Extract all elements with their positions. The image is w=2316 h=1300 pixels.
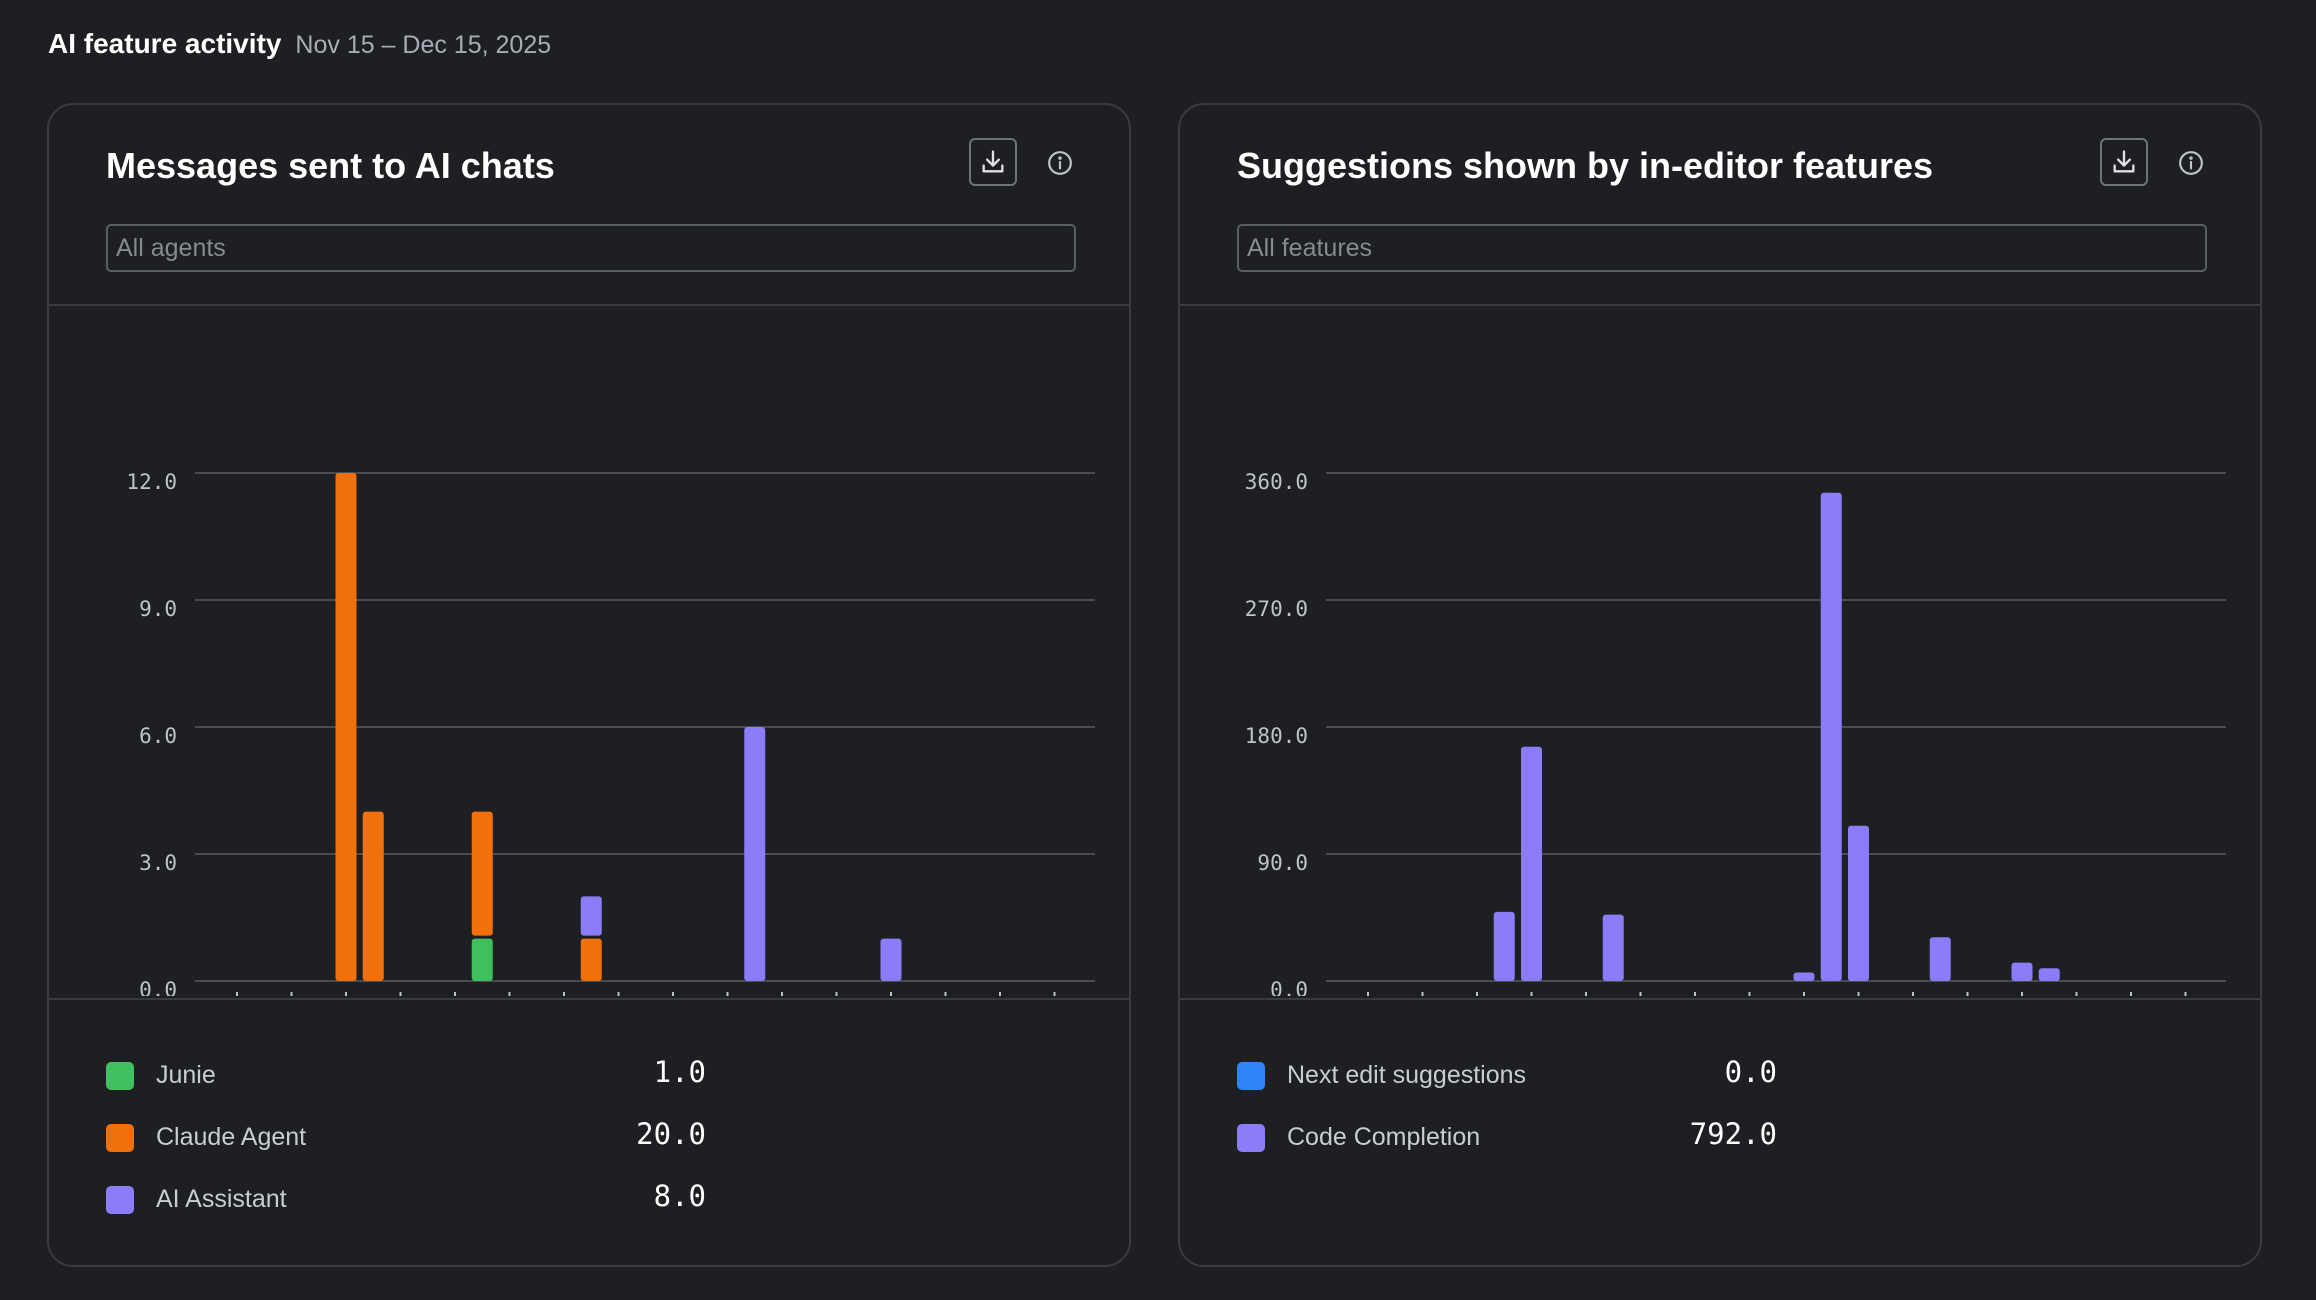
next-edit-swatch bbox=[1237, 1062, 1265, 1090]
bar-code-completion[interactable] bbox=[2038, 968, 2060, 981]
legend-value: 1.0 bbox=[653, 1055, 706, 1089]
junie-swatch bbox=[106, 1062, 134, 1090]
messages-panel: Messages sent to AI chats 0.0 3.0 6.0 9.0 12… bbox=[47, 103, 1131, 1267]
download-button[interactable] bbox=[969, 138, 1017, 186]
legend-item-next-edit-suggestions[interactable]: Next edit suggestions 0.0 bbox=[1237, 1055, 1777, 1117]
bar-ai-assistant[interactable] bbox=[580, 896, 602, 936]
y-tick-label: 0.0 bbox=[1270, 978, 1308, 996]
bar-ai-assistant[interactable] bbox=[744, 727, 766, 981]
y-tick-label: 90.0 bbox=[1257, 851, 1308, 875]
download-button[interactable] bbox=[2100, 138, 2148, 186]
bar-claude-agent[interactable] bbox=[362, 811, 384, 981]
features-filter-input[interactable] bbox=[1237, 224, 2207, 272]
legend-item-junie[interactable]: Junie 1.0 bbox=[106, 1055, 706, 1117]
y-tick-label: 360.0 bbox=[1245, 470, 1308, 494]
bar-claude-agent[interactable] bbox=[471, 811, 493, 936]
download-icon bbox=[982, 150, 1004, 173]
bar-code-completion[interactable] bbox=[1602, 914, 1624, 981]
page-title: AI feature activity bbox=[48, 28, 282, 59]
suggestions-bar-chart: 0.090.0180.0270.0360.0151719212325272913… bbox=[1245, 470, 2226, 996]
legend-value: 8.0 bbox=[653, 1179, 706, 1213]
page-header: AI feature activity Nov 15 – Dec 15, 202… bbox=[48, 28, 551, 60]
legend-item-claude-agent[interactable]: Claude Agent 20.0 bbox=[106, 1117, 706, 1179]
y-tick-label: 180.0 bbox=[1245, 724, 1308, 748]
bar-code-completion[interactable] bbox=[2011, 962, 2033, 981]
legend-label: Next edit suggestions bbox=[1287, 1061, 1527, 1089]
y-tick-label: 12.0 bbox=[126, 470, 177, 494]
legend-value: 792.0 bbox=[1689, 1117, 1777, 1151]
y-tick-label: 6.0 bbox=[139, 724, 177, 748]
info-icon bbox=[1048, 151, 1072, 175]
claude-agent-swatch bbox=[106, 1124, 134, 1152]
info-button[interactable] bbox=[2178, 150, 2204, 176]
divider bbox=[1180, 998, 2260, 1000]
y-tick-label: 3.0 bbox=[139, 851, 177, 875]
legend-item-code-completion[interactable]: Code Completion 792.0 bbox=[1237, 1117, 1777, 1179]
legend-label: Code Completion bbox=[1287, 1123, 1481, 1151]
bar-junie[interactable] bbox=[471, 938, 493, 981]
y-tick-label: 9.0 bbox=[139, 597, 177, 621]
info-icon bbox=[2179, 151, 2203, 175]
legend-value: 0.0 bbox=[1724, 1055, 1777, 1089]
suggestions-panel: Suggestions shown by in-editor features … bbox=[1178, 103, 2262, 1267]
bar-code-completion[interactable] bbox=[1493, 911, 1515, 981]
bar-code-completion[interactable] bbox=[1793, 972, 1815, 981]
legend-label: Claude Agent bbox=[156, 1123, 307, 1151]
bar-code-completion[interactable] bbox=[1820, 492, 1842, 981]
divider bbox=[1180, 304, 2260, 306]
panel-title: Messages sent to AI chats bbox=[106, 145, 555, 186]
legend-label: Junie bbox=[156, 1061, 216, 1089]
legend-value: 20.0 bbox=[636, 1117, 706, 1151]
bar-claude-agent[interactable] bbox=[335, 473, 357, 981]
bar-claude-agent[interactable] bbox=[580, 938, 602, 981]
messages-bar-chart: 0.03.06.09.012.0151719212325272913579111… bbox=[126, 470, 1095, 996]
legend: Junie 1.0 Claude Agent 20.0 AI Assistant… bbox=[106, 1055, 706, 1241]
bar-ai-assistant[interactable] bbox=[880, 938, 902, 981]
bar-code-completion[interactable] bbox=[1929, 937, 1951, 981]
legend-item-ai-assistant[interactable]: AI Assistant 8.0 bbox=[106, 1179, 706, 1241]
code-completion-swatch bbox=[1237, 1124, 1265, 1152]
y-tick-label: 270.0 bbox=[1245, 597, 1308, 621]
legend-label: AI Assistant bbox=[156, 1185, 287, 1213]
ai-assistant-swatch bbox=[106, 1186, 134, 1214]
bar-code-completion[interactable] bbox=[1848, 825, 1869, 981]
date-range: Nov 15 – Dec 15, 2025 bbox=[295, 31, 552, 59]
agents-filter-input[interactable] bbox=[106, 224, 1076, 272]
divider bbox=[49, 998, 1129, 1000]
divider bbox=[49, 304, 1129, 306]
info-button[interactable] bbox=[1047, 150, 1073, 176]
download-icon bbox=[2113, 150, 2135, 173]
y-tick-label: 0.0 bbox=[139, 978, 177, 996]
panel-title: Suggestions shown by in-editor features bbox=[1237, 145, 1934, 186]
legend: Next edit suggestions 0.0 Code Completio… bbox=[1237, 1055, 1777, 1179]
bar-code-completion[interactable] bbox=[1521, 746, 1542, 981]
